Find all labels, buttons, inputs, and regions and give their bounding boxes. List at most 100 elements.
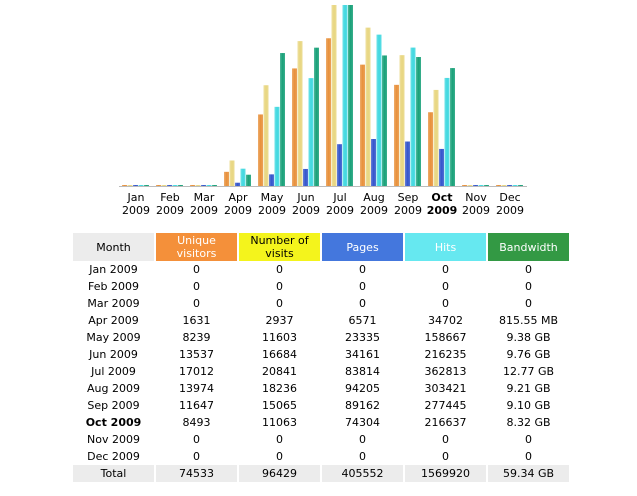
cell-unique-visitors: 11647 — [179, 399, 214, 412]
bar-number-of-visits-oct — [433, 89, 439, 186]
table-row: Mar 2009 0 0 0 0 0 — [73, 295, 569, 312]
cell-bandwidth: 0 — [525, 280, 532, 293]
cell-pages: 34161 — [345, 348, 380, 361]
cell-number-of-visits: 16684 — [262, 348, 297, 361]
bar-bandwidth-gb-oct — [450, 68, 455, 186]
total-pages: 405552 — [322, 465, 403, 482]
cell-number-of-visits: 0 — [276, 450, 283, 463]
bar-hits-sep — [410, 47, 416, 187]
bar-unique-visitors-nov — [462, 185, 467, 186]
bar-pages-apr — [235, 182, 240, 186]
bar-number-of-visits-jan — [127, 185, 133, 186]
cell-unique-visitors: 1631 — [182, 314, 211, 327]
bar-bandwidth-gb-dec — [518, 185, 523, 186]
monthly-history-chart: Jan2009Feb2009Mar2009Apr2009May2009Jun20… — [119, 5, 527, 217]
bar-pages-oct — [439, 148, 444, 186]
bar-pages-may — [269, 174, 274, 186]
cell-hits: 0 — [442, 263, 449, 276]
cell-hits: 0 — [442, 280, 449, 293]
cell-pages: 0 — [359, 433, 366, 446]
bar-bandwidth-gb-nov — [484, 185, 489, 186]
bar-unique-visitors-jun — [292, 68, 297, 186]
cell-unique-visitors: 0 — [193, 297, 200, 310]
table-row: Jan 2009 0 0 0 0 0 — [73, 261, 569, 278]
cell-hits: 216637 — [424, 416, 467, 429]
bar-hits-dec — [512, 185, 518, 186]
x-tick-year: 2009 — [156, 204, 184, 217]
cell-bandwidth: 9.76 GB — [506, 348, 551, 361]
cell-hits: 0 — [442, 433, 449, 446]
cell-hits: 362813 — [424, 365, 467, 378]
table-row: Aug 2009 13974 18236 94205 303421 9.21 GB — [73, 380, 569, 397]
table-row: Apr 2009 1631 2937 6571 34702 815.55 MB — [73, 312, 569, 329]
table-row: Oct 2009 8493 11063 74304 216637 8.32 GB — [73, 414, 569, 431]
bar-number-of-visits-jun — [297, 41, 303, 187]
table-row: Dec 2009 0 0 0 0 0 — [73, 448, 569, 465]
cell-hits: 303421 — [424, 382, 467, 395]
total-number-of-visits: 96429 — [239, 465, 320, 482]
total-unique-visitors: 74533 — [156, 465, 237, 482]
cell-unique-visitors: 0 — [193, 450, 200, 463]
cell-unique-visitors: 0 — [193, 433, 200, 446]
cell-pages: 83814 — [345, 365, 380, 378]
bar-bandwidth-gb-jan — [144, 185, 149, 186]
cell-bandwidth: 0 — [525, 450, 532, 463]
bar-number-of-visits-jul — [331, 5, 337, 186]
cell-bandwidth: 0 — [525, 263, 532, 276]
cell-number-of-visits: 15065 — [262, 399, 297, 412]
total-hits: 1569920 — [405, 465, 486, 482]
cell-bandwidth: 9.38 GB — [506, 331, 551, 344]
cell-bandwidth: 8.32 GB — [506, 416, 551, 429]
bar-number-of-visits-aug — [365, 27, 371, 186]
bar-hits-aug — [376, 34, 382, 186]
x-tick-month: Jul — [332, 191, 346, 204]
cell-pages: 0 — [359, 297, 366, 310]
cell-number-of-visits: 2937 — [265, 314, 294, 327]
bar-unique-visitors-jan — [122, 185, 127, 186]
cell-hits: 0 — [442, 297, 449, 310]
x-tick-year: 2009 — [122, 204, 150, 217]
bar-bandwidth-gb-sep — [416, 57, 421, 187]
cell-pages: 89162 — [345, 399, 380, 412]
bar-bandwidth-gb-mar — [212, 185, 217, 186]
bar-unique-visitors-oct — [428, 112, 433, 186]
table-body: Jan 2009 0 0 0 0 0 Feb 2009 0 0 0 0 0 Mar 2009 0 0 0 0 0 A… — [73, 261, 569, 482]
x-tick-month: May — [261, 191, 284, 204]
x-tick-year: 2009 — [190, 204, 218, 217]
x-tick-month: Jan — [127, 191, 145, 204]
x-tick-month: Dec — [499, 191, 520, 204]
bar-number-of-visits-mar — [195, 185, 201, 186]
bar-pages-dec — [507, 185, 512, 186]
table-row: Sep 2009 11647 15065 89162 277445 9.10 GB — [73, 397, 569, 414]
total-bandwidth: 59.34 GB — [488, 465, 569, 482]
bar-bandwidth-gb-apr — [246, 174, 251, 186]
cell-number-of-visits: 20841 — [262, 365, 297, 378]
cell-unique-visitors: 0 — [193, 280, 200, 293]
header-bandwidth: Bandwidth — [488, 233, 569, 261]
bar-hits-may — [274, 106, 280, 186]
bar-unique-visitors-may — [258, 114, 263, 186]
x-tick-year: 2009 — [292, 204, 320, 217]
cell-pages: 0 — [359, 450, 366, 463]
cell-month: Oct 2009 — [85, 416, 142, 429]
bar-unique-visitors-dec — [496, 185, 501, 186]
bar-pages-jan — [133, 185, 138, 186]
header-month: Month — [73, 233, 154, 261]
bar-hits-apr — [240, 168, 246, 186]
table-row: Jul 2009 17012 20841 83814 362813 12.77 GB — [73, 363, 569, 380]
cell-month: Jun 2009 — [89, 348, 138, 361]
x-tick-month: Jun — [296, 191, 314, 204]
cell-unique-visitors: 13537 — [179, 348, 214, 361]
cell-month: Apr 2009 — [88, 314, 139, 327]
header-unique-visitors: Unique visitors — [156, 233, 237, 261]
bar-hits-nov — [478, 185, 484, 186]
bar-pages-jul — [337, 144, 342, 186]
table-row: Jun 2009 13537 16684 34161 216235 9.76 GB — [73, 346, 569, 363]
bar-unique-visitors-aug — [360, 64, 365, 186]
bar-pages-sep — [405, 141, 410, 186]
cell-bandwidth: 9.10 GB — [506, 399, 551, 412]
bar-number-of-visits-sep — [399, 55, 405, 187]
cell-unique-visitors: 13974 — [179, 382, 214, 395]
cell-bandwidth: 0 — [525, 433, 532, 446]
x-tick-month: Aug — [363, 191, 384, 204]
